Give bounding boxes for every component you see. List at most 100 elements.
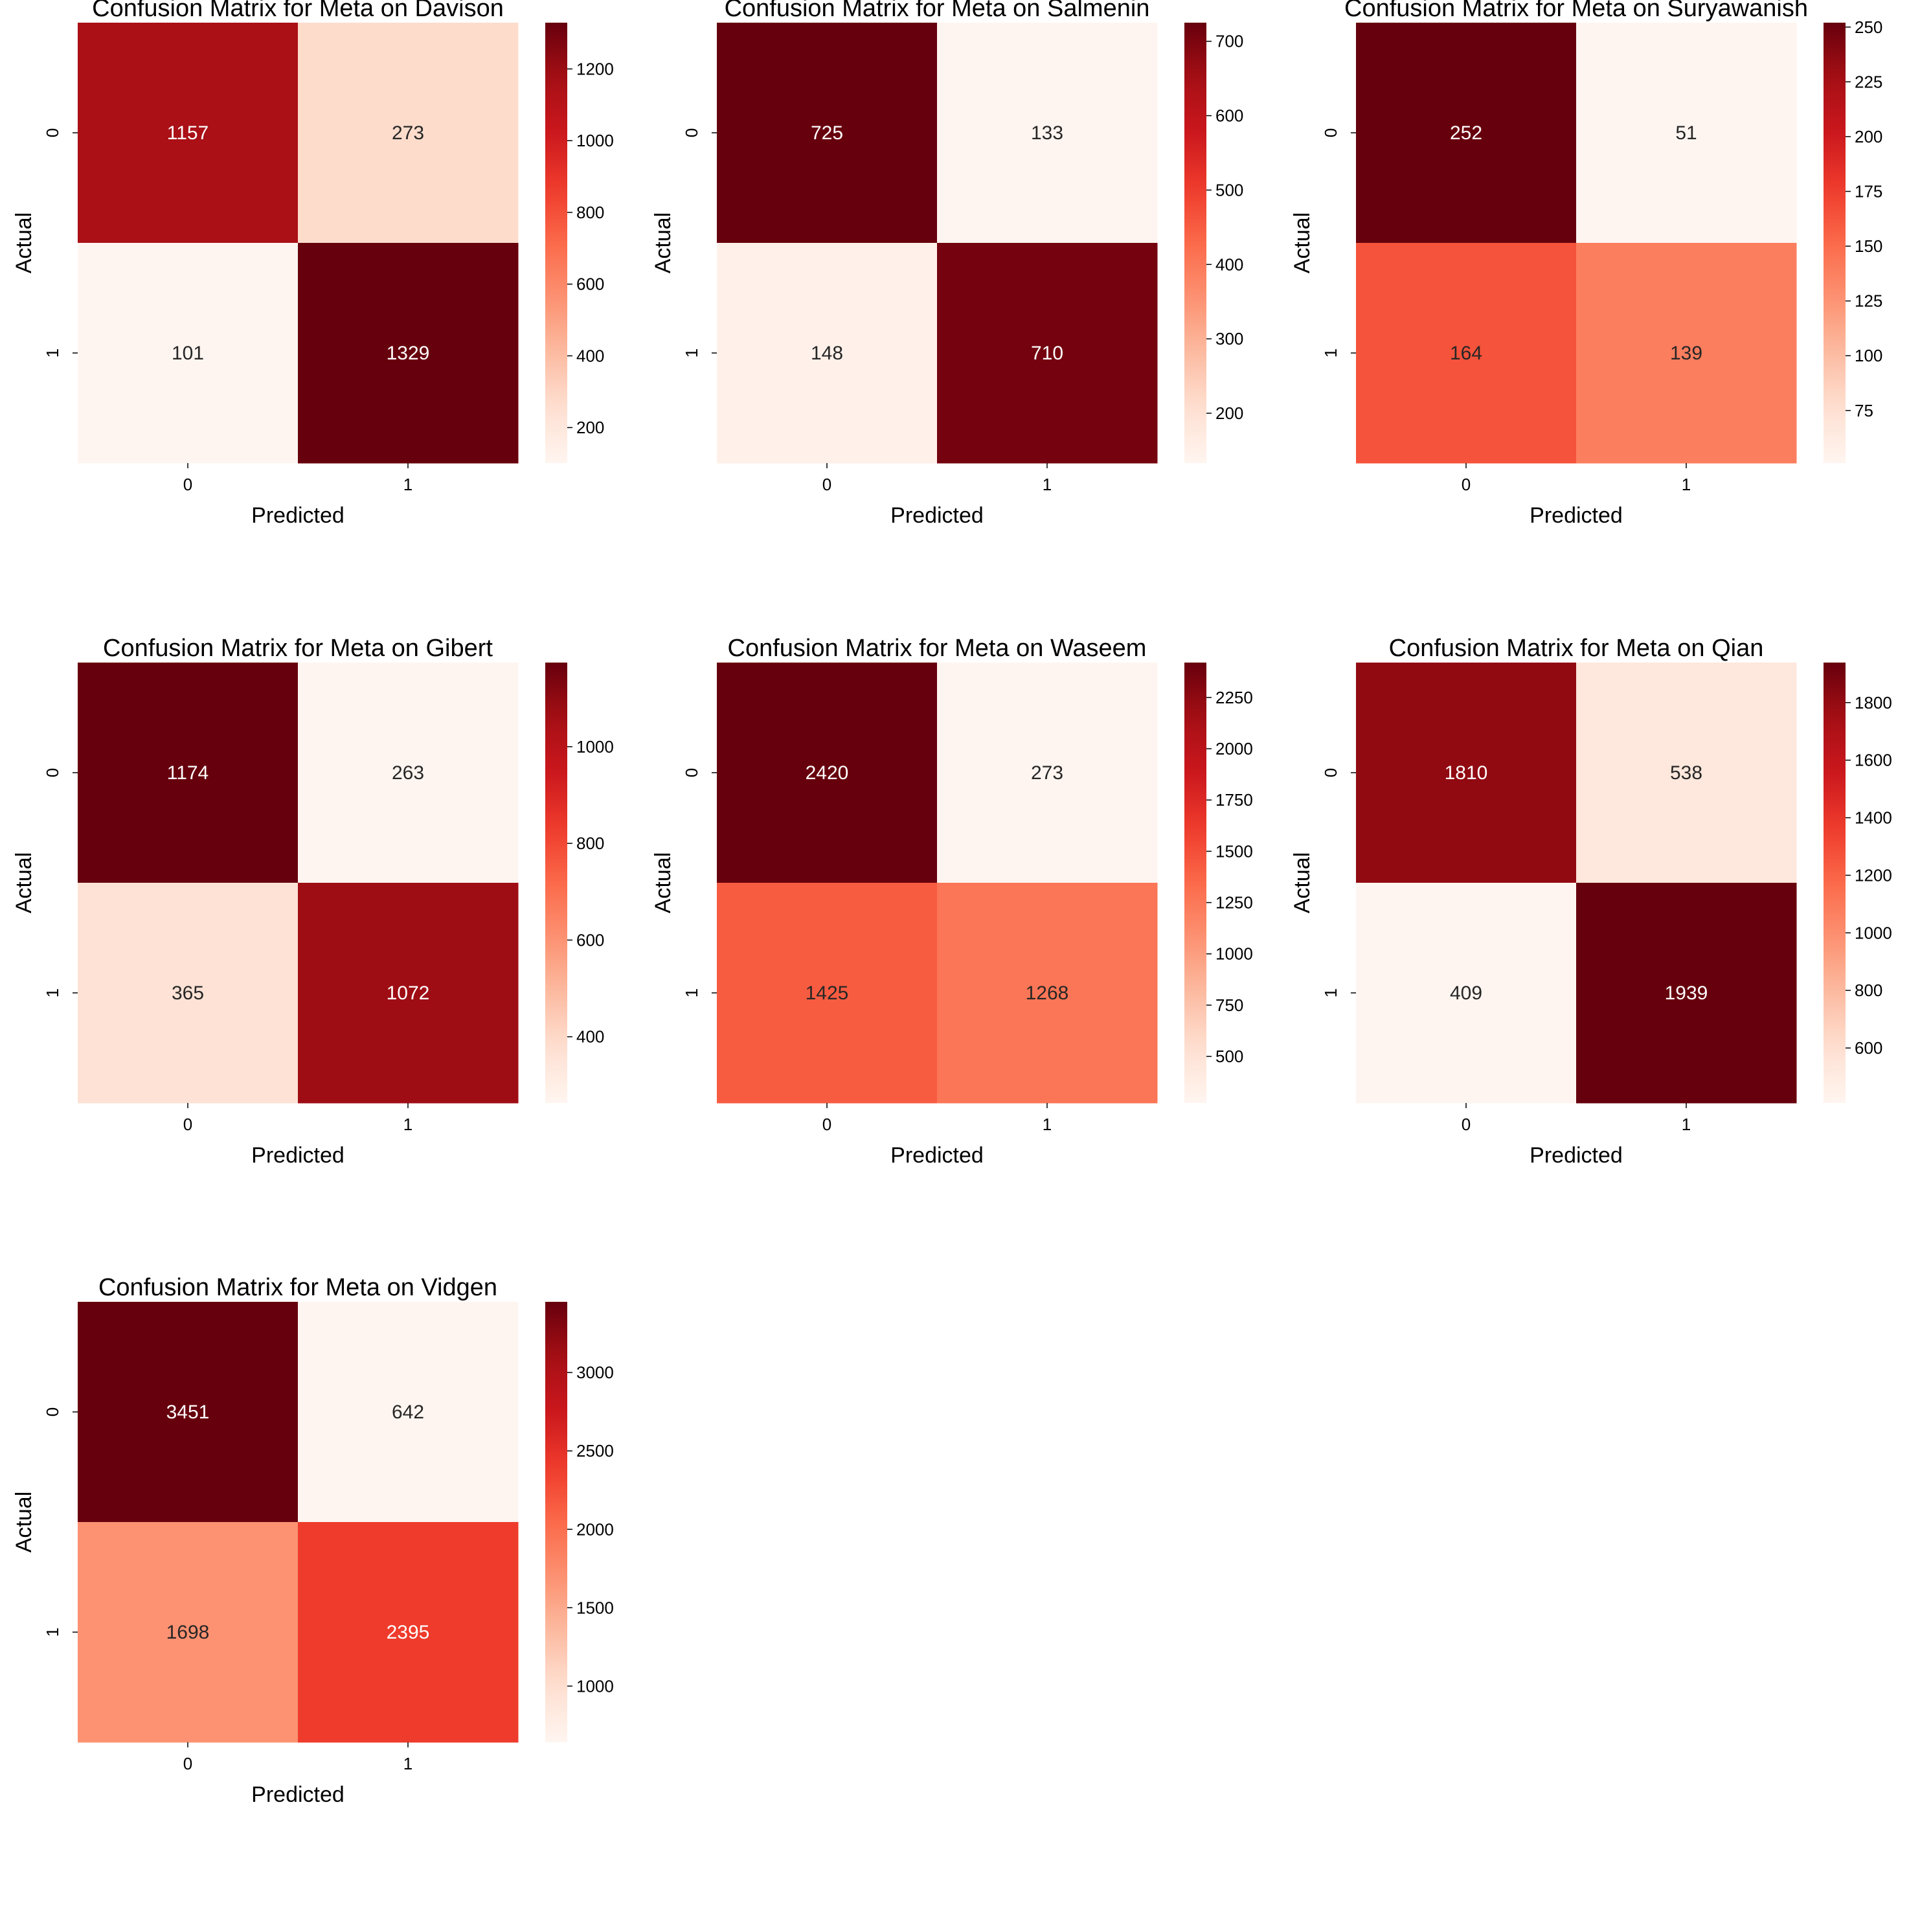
colorbar-tick-label: 1000 <box>576 131 614 150</box>
heatmap-cell <box>717 23 938 244</box>
heatmap-cell <box>937 663 1158 883</box>
cell-value-label: 1157 <box>167 122 209 144</box>
colorbar-tick-label: 800 <box>576 203 604 222</box>
cell-value-label: 1174 <box>167 762 209 784</box>
cell-value-label: 1425 <box>806 983 849 1004</box>
colorbar-tick-label: 600 <box>576 930 604 949</box>
colorbar-tick-label: 150 <box>1855 236 1882 256</box>
x-tick-label: 1 <box>1682 475 1691 494</box>
x-tick-label: 0 <box>183 1754 192 1773</box>
y-tick-label: 0 <box>43 1407 62 1416</box>
colorbar-tick-label: 250 <box>1855 17 1882 37</box>
y-tick-label: 1 <box>682 348 701 358</box>
colorbar <box>1184 23 1206 463</box>
cell-value-label: 1810 <box>1445 762 1488 784</box>
cell-value-label: 51 <box>1675 122 1697 144</box>
x-axis-label: Predicted <box>251 1143 344 1168</box>
y-tick-label: 1 <box>1321 988 1340 997</box>
heatmap-cell <box>717 883 938 1104</box>
cell-value-label: 273 <box>1031 762 1063 784</box>
heatmap-cell <box>78 883 299 1104</box>
colorbar-tick-label: 750 <box>1215 995 1243 1015</box>
colorbar-tick-label: 500 <box>1215 1047 1243 1066</box>
chart-title: Confusion Matrix for Meta on Vidgen <box>98 1274 497 1301</box>
y-tick-label: 1 <box>1321 348 1340 358</box>
cell-value-label: 1939 <box>1665 983 1708 1004</box>
colorbar-tick-label: 200 <box>1215 403 1243 423</box>
x-axis-label: Predicted <box>251 1782 344 1807</box>
colorbar-tick-label: 400 <box>576 346 604 365</box>
y-axis-label: Actual <box>651 212 675 274</box>
colorbar-tick-label: 1250 <box>1215 893 1253 913</box>
y-tick-label: 1 <box>43 988 62 997</box>
heatmap-cell <box>1356 883 1577 1104</box>
heatmap-cell <box>1356 243 1577 464</box>
x-axis-label: Predicted <box>890 503 984 528</box>
heatmap-cell <box>298 1302 519 1523</box>
colorbar-tick-label: 1000 <box>576 737 614 756</box>
cell-value-label: 263 <box>392 762 424 784</box>
heatmap-panel: Confusion Matrix for Meta on Davison 1157… <box>12 0 614 528</box>
cell-value-label: 164 <box>1450 343 1482 364</box>
colorbar-tick-label: 800 <box>576 834 604 853</box>
cell-value-label: 133 <box>1031 122 1063 144</box>
x-tick-label: 0 <box>822 1115 831 1134</box>
chart-title: Confusion Matrix for Meta on Qian <box>1389 635 1764 662</box>
heatmap-panel: Confusion Matrix for Meta on Suryawanish… <box>1290 0 1882 528</box>
y-axis-label: Actual <box>12 1492 36 1553</box>
colorbar-tick-label: 1800 <box>1855 693 1892 712</box>
x-tick-label: 1 <box>403 1754 412 1773</box>
heatmap-cell <box>298 883 519 1104</box>
heatmap-panel: Confusion Matrix for Meta on Waseem 2420 2… <box>651 635 1253 1168</box>
y-tick-label: 0 <box>43 768 62 777</box>
heatmap-cell <box>937 883 1158 1104</box>
heatmap-cell <box>1576 663 1797 883</box>
colorbar-tick-label: 1200 <box>576 59 614 78</box>
x-axis-label: Predicted <box>1530 503 1623 528</box>
cell-value-label: 3451 <box>166 1402 210 1423</box>
heatmap-cell <box>78 243 299 464</box>
x-tick-label: 1 <box>1043 1115 1052 1134</box>
y-tick-label: 0 <box>1321 768 1340 777</box>
cell-value-label: 1329 <box>387 343 430 364</box>
colorbar-tick-label: 500 <box>1215 180 1243 199</box>
cell-value-label: 139 <box>1670 343 1702 364</box>
cell-value-label: 725 <box>811 122 843 144</box>
x-tick-label: 0 <box>822 475 831 494</box>
heatmap-panel: Confusion Matrix for Meta on Gibert 1174 2… <box>12 635 614 1168</box>
x-tick-label: 0 <box>1462 1115 1471 1134</box>
cell-value-label: 273 <box>392 122 424 144</box>
chart-title: Confusion Matrix for Meta on Salmenin <box>725 0 1150 22</box>
y-tick-label: 0 <box>682 768 701 777</box>
heatmap-cell <box>78 1522 299 1743</box>
colorbar-tick-label: 600 <box>576 275 604 294</box>
heatmap-cell <box>298 243 519 464</box>
heatmap-cell <box>298 663 519 883</box>
cell-value-label: 1268 <box>1026 983 1069 1004</box>
colorbar-tick-label: 2000 <box>1215 739 1253 758</box>
colorbar-tick-label: 800 <box>1855 981 1882 1000</box>
cell-value-label: 409 <box>1450 983 1482 1004</box>
colorbar-tick-label: 1200 <box>1855 865 1892 885</box>
heatmap-cell <box>1356 663 1577 883</box>
cell-value-label: 1072 <box>387 983 430 1004</box>
chart-title: Confusion Matrix for Meta on Gibert <box>103 635 493 662</box>
colorbar-tick-label: 1400 <box>1855 808 1892 828</box>
colorbar-tick-label: 2500 <box>576 1441 614 1460</box>
y-axis-label: Actual <box>12 212 36 274</box>
colorbar-tick-label: 1000 <box>1855 923 1892 942</box>
heatmap-cell <box>717 663 938 883</box>
y-tick-label: 0 <box>43 128 62 137</box>
heatmap-cell <box>78 23 299 244</box>
y-tick-label: 1 <box>43 348 62 358</box>
heatmap-cell <box>1356 23 1577 244</box>
colorbar-tick-label: 175 <box>1855 181 1882 201</box>
x-tick-label: 1 <box>1043 475 1052 494</box>
y-tick-label: 1 <box>682 988 701 997</box>
x-axis-label: Predicted <box>1530 1143 1623 1168</box>
colorbar-tick-label: 1750 <box>1215 790 1253 810</box>
heatmap-cell <box>937 23 1158 244</box>
x-tick-label: 1 <box>403 475 412 494</box>
colorbar <box>1184 663 1206 1103</box>
